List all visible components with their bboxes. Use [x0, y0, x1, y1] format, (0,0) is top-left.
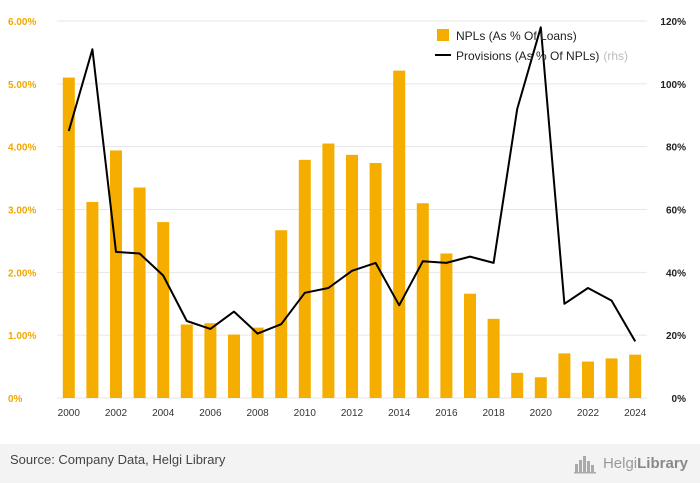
x-tick-label: 2018: [482, 408, 505, 419]
x-tick-label: 2014: [388, 408, 411, 419]
footer: Source: Company Data, Helgi Library Helg…: [0, 444, 700, 483]
brand-name-bold: Library: [637, 454, 688, 472]
npl-bar: [582, 361, 594, 398]
left-tick-label: 0%: [8, 394, 23, 405]
legend: NPLs (As % Of Loans) Provisions (As % Of…: [435, 29, 628, 63]
x-tick-label: 2020: [530, 408, 553, 419]
left-tick-label: 5.00%: [8, 80, 36, 91]
npl-bar: [204, 323, 217, 398]
right-axis-ticks: 0% 20% 40% 60% 80% 100% 120%: [660, 17, 686, 405]
npl-bar: [629, 354, 642, 398]
x-tick-label: 2022: [577, 408, 600, 419]
left-tick-label: 3.00%: [8, 206, 36, 217]
npl-bar: [487, 318, 500, 398]
npl-bar: [416, 203, 429, 398]
right-tick-label: 20%: [666, 331, 686, 342]
x-tick-label: 2010: [294, 408, 317, 419]
left-axis-ticks: 0% 1.00% 2.00% 3.00% 4.00% 5.00% 6.00%: [8, 17, 36, 405]
legend-label-npls: NPLs (As % Of Loans): [456, 29, 577, 43]
left-tick-label: 6.00%: [8, 17, 36, 28]
npl-bar: [464, 293, 476, 398]
combo-chart: 0% 1.00% 2.00% 3.00% 4.00% 5.00% 6.00% 0% 20% 40…: [8, 17, 686, 419]
provisions-line: [67, 26, 637, 342]
npl-bar: [110, 150, 122, 398]
legend-label-provisions: Provisions (As % Of NPLs) (rhs): [456, 49, 628, 63]
npl-bar: [86, 201, 99, 398]
brand-logo: HelgiLibrary: [573, 449, 688, 477]
x-tick-label: 2008: [246, 408, 269, 419]
npl-bar: [180, 324, 193, 398]
npl-bar: [534, 377, 547, 398]
npl-bar: [393, 70, 406, 398]
left-tick-label: 4.00%: [8, 143, 36, 154]
x-tick-label: 2000: [58, 408, 81, 419]
npl-bar: [369, 163, 382, 398]
legend-swatch-npls: [437, 29, 449, 41]
x-tick-label: 2006: [199, 408, 222, 419]
legend-label-rhs: (rhs): [603, 49, 628, 63]
x-tick-label: 2002: [105, 408, 128, 419]
npl-bar: [511, 372, 524, 398]
source-note: Source: Company Data, Helgi Library: [10, 452, 226, 467]
left-tick-label: 1.00%: [8, 331, 36, 342]
x-tick-label: 2012: [341, 408, 364, 419]
npl-bar: [133, 187, 146, 398]
npl-bar: [251, 327, 264, 398]
x-tick-label: 2016: [435, 408, 458, 419]
brand-name-regular: Helgi: [602, 454, 638, 472]
npl-bar: [605, 358, 618, 398]
npl-bar: [298, 159, 311, 398]
x-tick-label: 2004: [152, 408, 175, 419]
left-tick-label: 2.00%: [8, 268, 36, 279]
right-tick-label: 100%: [660, 80, 686, 91]
npl-bar: [228, 334, 240, 398]
npl-bar: [440, 253, 453, 398]
right-tick-label: 0%: [672, 394, 687, 405]
right-tick-label: 120%: [660, 17, 686, 28]
npl-bar: [558, 353, 571, 398]
npl-bar: [275, 230, 288, 398]
right-tick-label: 40%: [666, 268, 686, 279]
right-tick-label: 60%: [666, 206, 686, 217]
npl-bar: [346, 154, 358, 398]
npl-bar: [62, 77, 75, 399]
x-axis-ticks: 2000 2002 2004 2006 2008 2010 2012 2014 2016 2018…: [58, 408, 647, 419]
right-tick-label: 80%: [666, 143, 686, 154]
x-tick-label: 2024: [624, 408, 647, 419]
legend-label-provisions-text: Provisions (As % Of NPLs): [456, 49, 599, 63]
npl-bars: [62, 70, 642, 399]
npl-bar: [157, 222, 170, 398]
npl-bar: [322, 143, 335, 398]
provisions-line-group: [67, 26, 637, 342]
helgi-library-logo-icon: [573, 456, 596, 474]
brand-name: HelgiLibrary: [603, 455, 688, 472]
